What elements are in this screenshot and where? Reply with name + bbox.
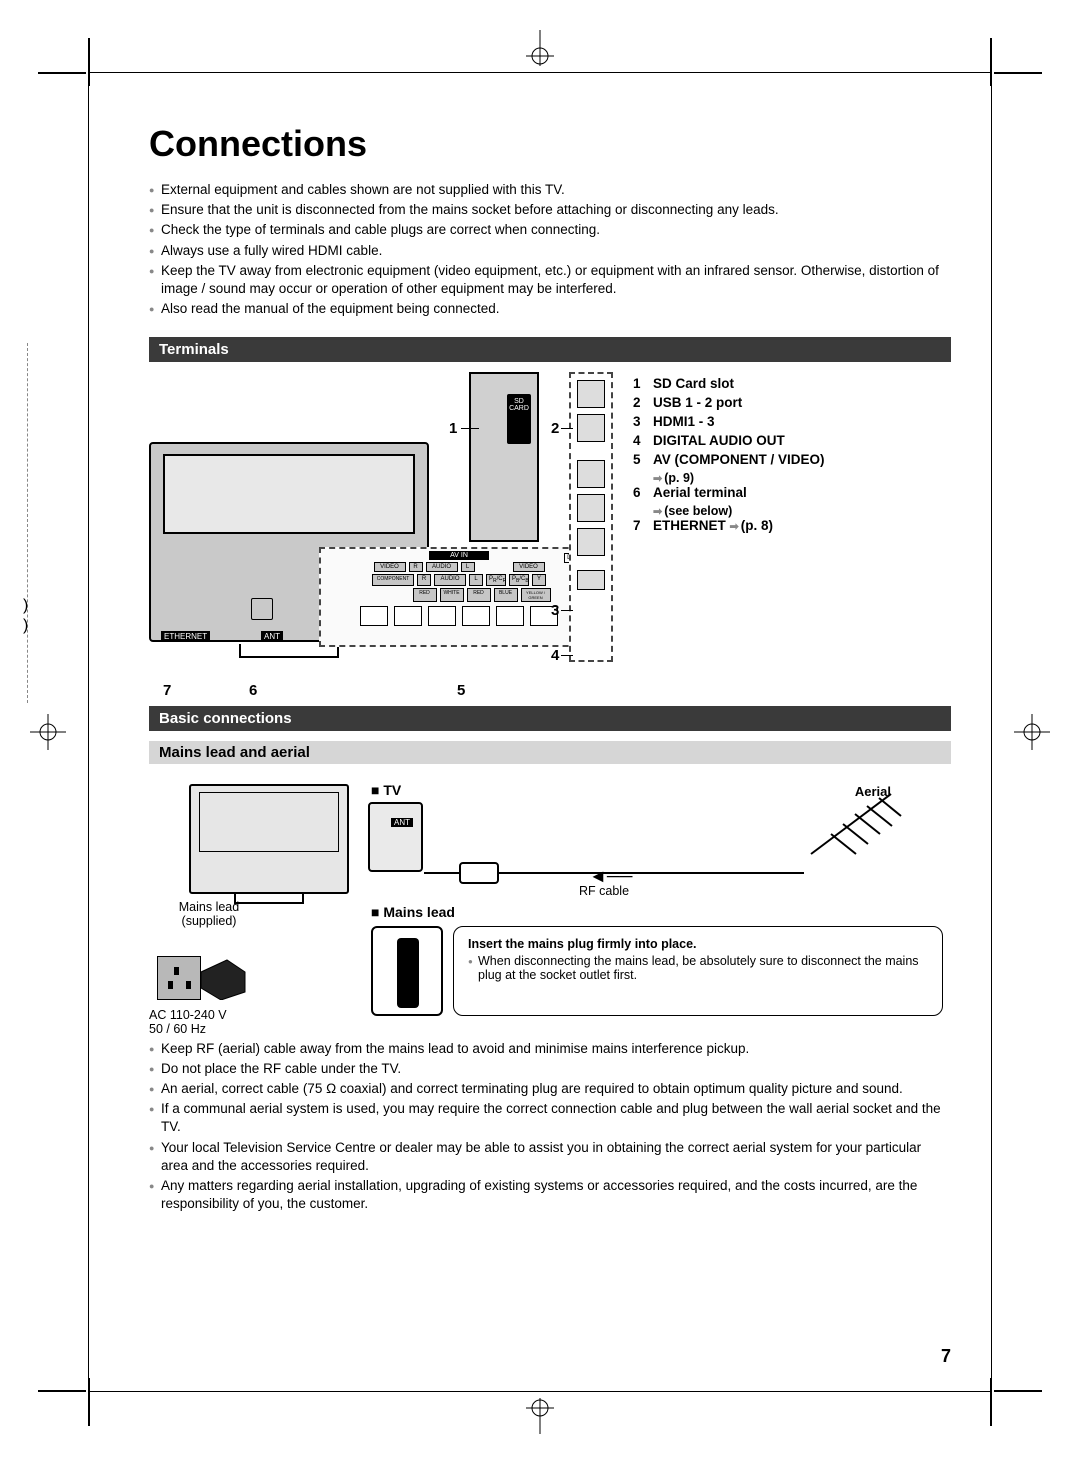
callout-1: 1 [449, 420, 457, 437]
intro-bullets: External equipment and cables shown are … [149, 181, 951, 319]
footer-bullets: Keep RF (aerial) cable away from the mai… [149, 1040, 951, 1214]
mains-instruction-box: Insert the mains plug firmly into place.… [453, 926, 943, 1016]
mains-lead-supplied-label: Mains lead (supplied) [149, 900, 269, 928]
hdmi-port-icon [577, 494, 605, 522]
ant-port-icon [251, 598, 273, 620]
bullet-item: Check the type of terminals and cable pl… [149, 221, 951, 239]
side-panel [569, 372, 613, 662]
usb-port-icon [577, 380, 605, 408]
bullet-item: External equipment and cables shown are … [149, 181, 951, 199]
ant-mini-label: ANT [391, 818, 413, 827]
ant-label: ANT [261, 631, 283, 642]
bullet-item: Also read the manual of the equipment be… [149, 300, 951, 318]
hdmi-port-icon [577, 528, 605, 556]
av-in-label: AV IN [429, 551, 489, 560]
ant-box-icon [368, 802, 423, 872]
crop-mark [994, 1390, 1042, 1392]
ref-below: (see below) [653, 504, 951, 518]
page-title: Connections [149, 123, 951, 165]
bullet-item: An aerial, correct cable (75 Ω coaxial) … [149, 1080, 951, 1098]
bullet-item: Do not place the RF cable under the TV. [149, 1060, 951, 1078]
subsection-mains-aerial: Mains lead and aerial [149, 741, 951, 764]
section-basic: Basic connections [149, 706, 951, 731]
callout-6: 6 [249, 682, 257, 699]
ethernet-label: ETHERNET [161, 631, 210, 642]
ac-label: AC 110-240 V 50 / 60 Hz [149, 1008, 227, 1036]
binding-paren: ) [23, 617, 28, 635]
tv-label: TV [371, 782, 401, 798]
sd-card-icon: SD CARD [507, 394, 531, 444]
bullet-item: If a communal aerial system is used, you… [149, 1100, 951, 1136]
plug-icon [459, 862, 499, 884]
callout-2: 2 [551, 420, 559, 437]
port-slot-icon [496, 606, 524, 626]
bullet-item: Keep RF (aerial) cable away from the mai… [149, 1040, 951, 1058]
port-slot-icon [360, 606, 388, 626]
tv-icon [189, 784, 349, 894]
rf-cable-label: RF cable [579, 884, 629, 898]
terminals-diagram: ETHERNET ANT SD CARD DIGITAL AV IN VIDEO… [149, 372, 619, 692]
usb-port-icon [577, 414, 605, 442]
port-slot-icon [428, 606, 456, 626]
bullet-item: Always use a fully wired HDMI cable. [149, 242, 951, 260]
av-in-panel: DIGITAL AV IN VIDEO R AUDIO L VIDEO COMP… [319, 547, 599, 647]
crop-mark [38, 1390, 86, 1392]
insert-title: Insert the mains plug firmly into place. [468, 937, 928, 951]
callout-4: 4 [551, 647, 559, 664]
bullet-item: Ensure that the unit is disconnected fro… [149, 201, 951, 219]
aerial-label: Aerial [855, 784, 891, 799]
basic-connections-diagram: TV ANT Aerial ◄── RF cable Mains lead (s… [149, 774, 951, 1034]
callout-3: 3 [551, 602, 559, 619]
port-slot-icon [394, 606, 422, 626]
page-number: 7 [941, 1346, 951, 1367]
bullet-item: Any matters regarding aerial installatio… [149, 1177, 951, 1213]
digital-out-icon [577, 570, 605, 590]
registration-mark-icon [522, 30, 558, 66]
mains-plug-icon [197, 952, 249, 1000]
crop-mark [994, 72, 1042, 74]
terminals-list: 1SD Card slot 2USB 1 - 2 port 3HDMI1 - 3… [633, 372, 951, 692]
registration-mark-icon [522, 1398, 558, 1434]
callout-7: 7 [163, 682, 171, 699]
registration-mark-icon [1014, 714, 1050, 750]
mains-socket-icon: ▲ [371, 926, 443, 1016]
crop-mark [38, 72, 86, 74]
sd-zoom-panel: SD CARD [469, 372, 539, 542]
terminals-area: ETHERNET ANT SD CARD DIGITAL AV IN VIDEO… [149, 372, 951, 692]
callout-5: 5 [457, 682, 465, 699]
binding-paren: ) [23, 597, 28, 615]
binding-guide [27, 343, 28, 703]
mains-lead-label: Mains lead [371, 904, 943, 920]
wall-socket-icon [157, 956, 201, 1000]
hdmi-port-icon [577, 460, 605, 488]
insert-body: When disconnecting the mains lead, be ab… [468, 954, 928, 982]
ref-p9: (p. 9) [653, 471, 951, 485]
registration-mark-icon [30, 714, 66, 750]
bullet-item: Keep the TV away from electronic equipme… [149, 262, 951, 298]
page-content: ) ) Connections External equipment and c… [88, 72, 992, 1392]
port-slot-icon [462, 606, 490, 626]
section-terminals: Terminals [149, 337, 951, 362]
bullet-item: Your local Television Service Centre or … [149, 1139, 951, 1175]
